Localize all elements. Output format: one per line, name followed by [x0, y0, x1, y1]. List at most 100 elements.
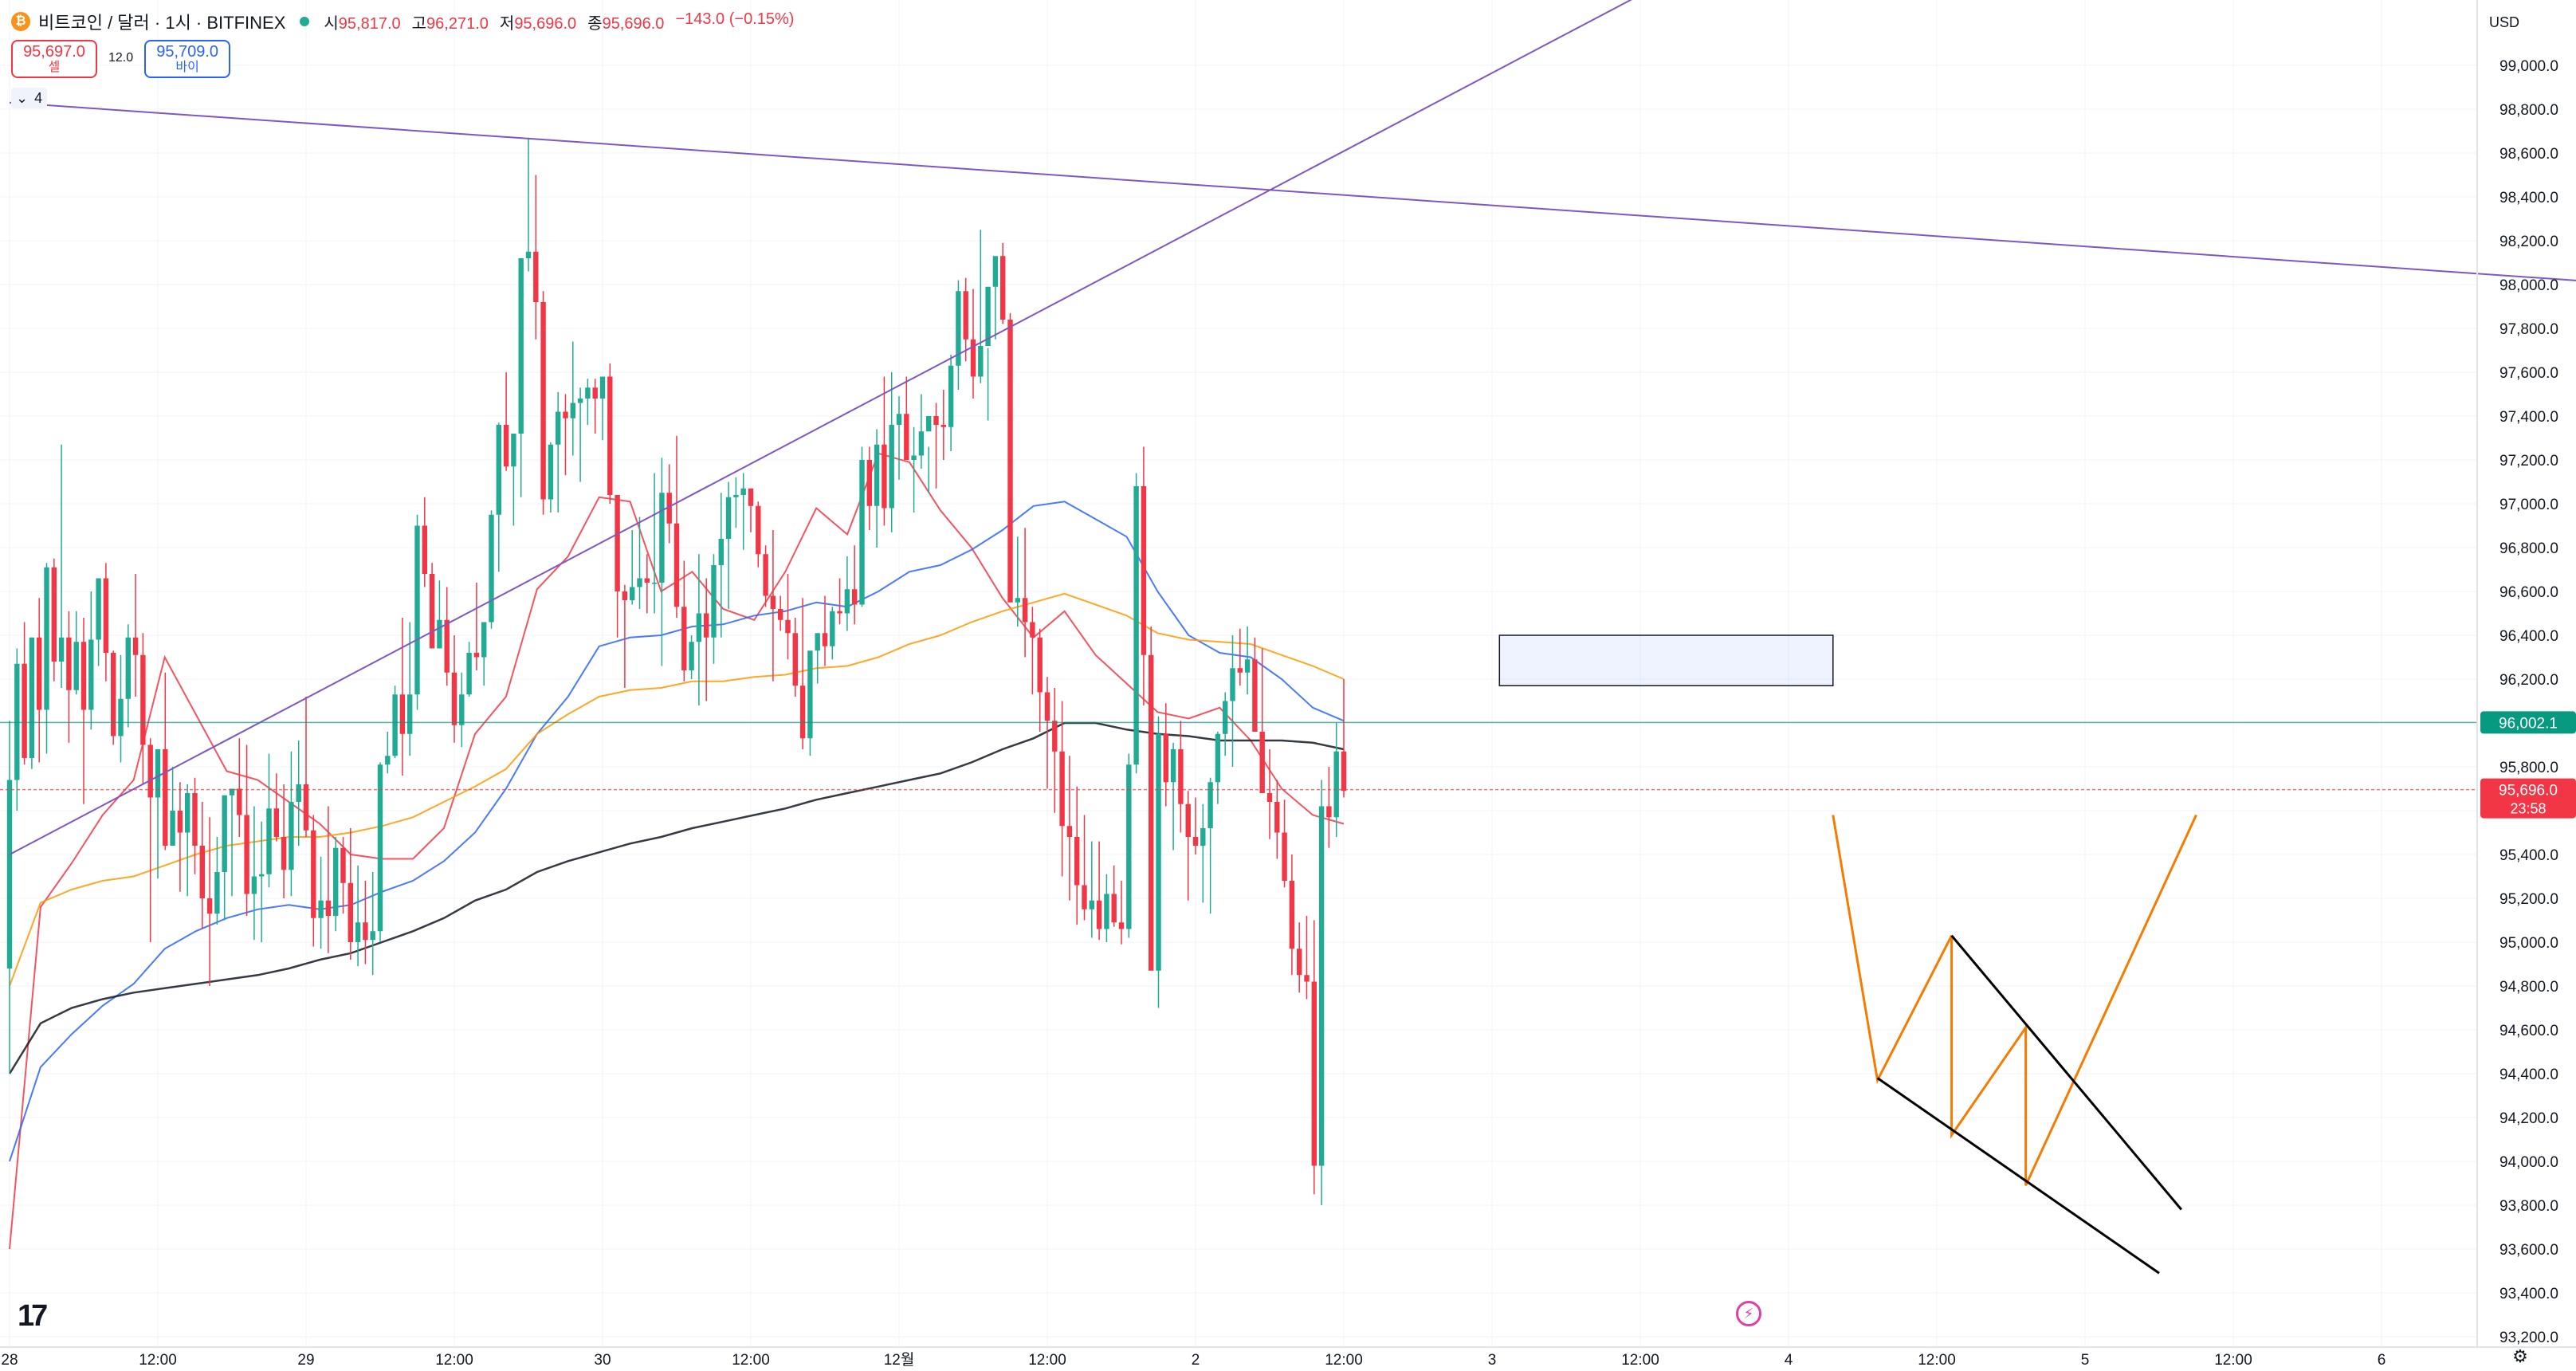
candle-body: [1266, 793, 1273, 802]
symbol-title[interactable]: 비트코인 / 달러 · 1시 · BITFINEX: [38, 13, 286, 33]
candle: [518, 258, 524, 497]
candle: [451, 635, 457, 743]
candle-body: [859, 460, 865, 605]
candle-body: [437, 619, 442, 649]
candle-body: [1237, 668, 1243, 673]
candle-body: [585, 387, 591, 399]
candle: [940, 390, 946, 460]
candle: [904, 376, 909, 460]
candle: [1304, 916, 1310, 1000]
candle: [815, 633, 820, 684]
indicator-count: 4: [34, 89, 43, 106]
zone-rect: [1498, 634, 1834, 686]
candle-body: [340, 847, 346, 883]
candle: [259, 821, 265, 942]
candle-body: [199, 846, 205, 898]
candle: [778, 595, 783, 631]
candle: [718, 493, 724, 638]
buy-button[interactable]: 95,709.0 바이: [144, 40, 231, 78]
candle-body: [222, 795, 227, 872]
market-status-icon[interactable]: [300, 17, 310, 26]
currency-button[interactable]: USD: [2488, 14, 2519, 30]
candle: [355, 865, 361, 967]
gear-icon[interactable]: ⚙: [2512, 1346, 2528, 1366]
candle: [577, 387, 583, 482]
candle-body: [822, 633, 828, 646]
tradingview-logo-icon[interactable]: 17: [18, 1299, 48, 1333]
candle: [978, 230, 984, 383]
candle: [807, 650, 813, 756]
candle-body: [1326, 806, 1332, 818]
candle-body: [1133, 486, 1139, 765]
candle: [103, 563, 109, 682]
candle: [615, 495, 620, 638]
candle: [1044, 677, 1050, 789]
candle-body: [296, 784, 301, 802]
indicator-toggle[interactable]: ⌄ 4: [11, 88, 48, 108]
candle: [696, 554, 702, 705]
lightning-icon[interactable]: ⚡: [1736, 1301, 1761, 1326]
sell-button[interactable]: 95,697.0 셀: [11, 40, 97, 78]
candle-body: [14, 663, 20, 780]
chevron-down-icon: ⌄: [16, 89, 29, 106]
candle-body: [1007, 320, 1013, 603]
candle-body: [370, 931, 375, 941]
price-tick-label: 93,400.0: [2499, 1286, 2558, 1302]
price-axis[interactable]: 99,000.0 98,800.0 98,600.0 98,400.0 98,200.0…: [2476, 0, 2576, 1347]
candle-body: [1185, 803, 1191, 837]
candle: [926, 416, 932, 493]
candle: [1259, 648, 1265, 793]
candle-body: [948, 365, 954, 427]
candle: [1208, 777, 1213, 914]
candle: [830, 607, 835, 660]
candle: [1089, 841, 1094, 938]
candle: [237, 738, 242, 837]
candle: [837, 578, 842, 625]
candle-body: [422, 525, 427, 574]
price-label-bg: [2480, 711, 2576, 734]
candle: [1163, 703, 1168, 807]
candle-body: [229, 788, 235, 795]
candle: [311, 815, 316, 947]
candle: [1215, 732, 1221, 804]
candle-body: [355, 922, 361, 942]
grid: [0, 0, 2477, 1347]
candle-body: [473, 653, 480, 658]
candle-body: [1066, 826, 1073, 837]
candle: [273, 773, 279, 842]
candle: [1244, 627, 1251, 695]
candle: [1096, 841, 1102, 941]
candle-body: [273, 808, 279, 837]
candle-body: [289, 802, 294, 870]
candle: [799, 598, 806, 749]
candle: [229, 788, 235, 897]
candle-body: [1170, 749, 1176, 783]
supply-zone[interactable]: [1498, 634, 1834, 686]
candle: [556, 391, 561, 513]
candle-body: [44, 567, 49, 710]
candle: [963, 277, 968, 362]
candle: [896, 396, 902, 480]
spread-value: 12.0: [108, 51, 134, 65]
candle: [370, 872, 375, 976]
drawings[interactable]: [0, 0, 2576, 1275]
candle: [244, 744, 249, 916]
candle: [444, 587, 450, 686]
candle: [948, 355, 954, 451]
time-tick-label: 2: [1192, 1352, 1200, 1369]
candle-body: [170, 811, 175, 846]
candle-body: [978, 346, 984, 377]
price-label-text: 96,002.1: [2499, 715, 2558, 732]
candle-body: [882, 444, 887, 509]
candle: [392, 686, 398, 758]
candle: [1341, 679, 1347, 798]
candle: [80, 618, 87, 804]
candle-body: [815, 633, 820, 651]
candle-body: [1074, 837, 1080, 886]
candle-body: [118, 698, 124, 737]
price-tick-label: 96,400.0: [2499, 628, 2558, 645]
time-axis[interactable]: 28 12:00 29 12:00 30 12:00 12월 12:00 2 12:00 3 12:0…: [0, 1346, 2576, 1369]
candle-body: [1244, 659, 1251, 673]
candle-body: [896, 414, 902, 425]
